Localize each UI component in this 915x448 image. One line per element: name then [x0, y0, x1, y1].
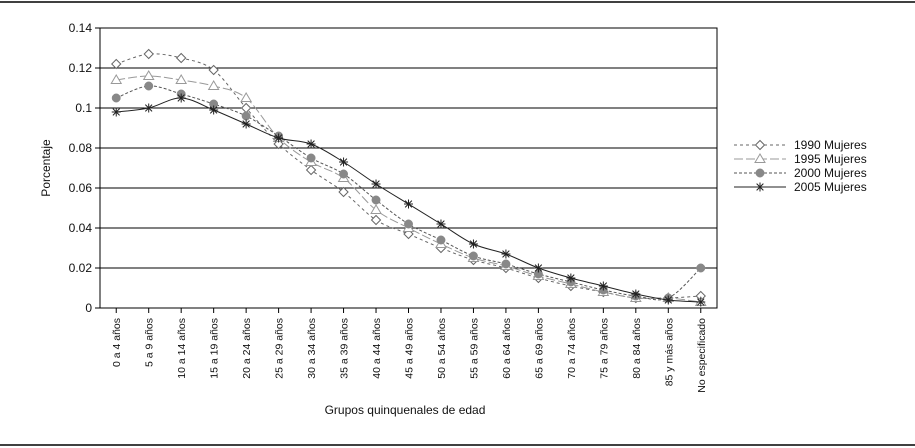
data-point — [663, 295, 673, 305]
x-category-label: 50 a 54 años — [436, 318, 448, 379]
x-category-label: 5 a 9 años — [144, 318, 156, 367]
plot-frame — [99, 27, 718, 309]
x-category-label: 40 a 44 años — [371, 318, 383, 379]
data-point — [371, 195, 381, 205]
x-axis-title: Grupos quinquenales de edad — [325, 403, 486, 417]
x-category-label: 0 a 4 años — [111, 318, 123, 367]
y-tick-label: 0.04 — [69, 221, 93, 235]
data-point — [306, 139, 316, 149]
data-point — [111, 93, 121, 103]
data-point — [110, 74, 123, 84]
data-point — [339, 157, 349, 167]
y-tick-label: 0.06 — [69, 181, 93, 195]
data-point — [468, 251, 478, 261]
data-point — [305, 164, 317, 176]
data-point — [207, 80, 220, 90]
data-point — [144, 103, 154, 113]
x-category-label: 15 a 19 años — [209, 318, 221, 379]
y-tick-label: 0.08 — [69, 141, 93, 155]
x-category-label: 80 a 84 años — [631, 318, 643, 379]
legend-label: 1995 Mujeres — [794, 152, 867, 166]
data-point — [404, 199, 413, 209]
x-category-label: 70 a 74 años — [566, 318, 578, 379]
data-point — [370, 204, 382, 214]
data-point — [598, 281, 608, 291]
x-category-label: 60 a 64 años — [501, 318, 513, 379]
data-point — [404, 219, 413, 229]
y-tick-label: 0.1 — [75, 101, 92, 115]
data-point — [501, 249, 511, 259]
legend-label: 1990 Mujeres — [794, 138, 867, 152]
series-3 — [111, 81, 706, 303]
legend-label: 2000 Mujeres — [794, 166, 867, 180]
data-point — [175, 52, 187, 64]
x-category-label: 65 a 69 años — [533, 318, 545, 379]
x-category-label: 25 a 29 años — [274, 318, 286, 379]
data-point — [208, 64, 219, 76]
series-line — [116, 53, 701, 300]
data-point — [370, 214, 382, 226]
data-point — [176, 93, 186, 103]
data-point — [306, 153, 316, 163]
legend-entry: 1990 Mujeres — [734, 138, 867, 152]
data-point — [533, 263, 543, 273]
plot-area — [110, 48, 707, 307]
legend-marker — [755, 168, 765, 178]
data-point — [144, 81, 154, 91]
x-axis-categories: 0 a 4 años 5 a 9 años 10 a 14 años 15 a 19 … — [111, 308, 708, 393]
legend-marker — [754, 139, 766, 151]
data-point — [111, 58, 122, 70]
legend-entry: 1995 Mujeres — [734, 152, 867, 166]
legend-entry: 2005 Mujeres — [734, 180, 867, 194]
x-category-label: No especificado — [696, 318, 708, 393]
y-axis-ticks: 0 0.02 0.04 0.06 0.08 0.1 0.12 0.14 — [69, 21, 100, 315]
grid — [100, 67, 717, 269]
x-category-label: 20 a 24 años — [241, 318, 253, 379]
legend-marker — [755, 182, 765, 192]
x-category-label: 30 a 34 años — [306, 318, 318, 379]
data-point — [696, 263, 706, 273]
x-category-label: 10 a 14 años — [176, 318, 188, 379]
x-category-label: 55 a 59 años — [468, 318, 480, 379]
y-tick-label: 0.02 — [69, 261, 93, 275]
x-category-label: 85 y más años — [663, 318, 675, 386]
legend-entry: 2000 Mujeres — [734, 166, 867, 180]
data-point — [696, 297, 706, 307]
data-point — [111, 107, 121, 117]
y-axis-title: Porcentaje — [39, 139, 53, 197]
data-point — [338, 186, 349, 198]
data-point — [241, 111, 251, 121]
data-point — [501, 259, 511, 269]
data-point — [143, 48, 154, 60]
data-point — [339, 169, 349, 179]
data-point — [631, 289, 641, 299]
y-tick-label: 0.14 — [69, 21, 93, 35]
y-tick-label: 0 — [85, 301, 92, 315]
data-point — [240, 92, 253, 102]
data-point — [436, 235, 446, 245]
y-tick-label: 0.12 — [69, 61, 93, 75]
data-point — [241, 119, 251, 129]
data-point — [274, 133, 284, 143]
x-category-label: 35 a 39 años — [339, 318, 351, 379]
legend-marker — [754, 153, 766, 163]
data-point — [566, 273, 576, 283]
x-category-label: 75 a 79 años — [598, 318, 610, 379]
x-category-label: 45 a 49 años — [404, 318, 416, 379]
series-4 — [111, 93, 706, 307]
data-point — [436, 219, 446, 229]
data-point — [175, 74, 188, 84]
data-point — [468, 239, 478, 249]
legend-label: 2005 Mujeres — [794, 180, 867, 194]
series-1 — [111, 48, 706, 304]
data-point — [209, 105, 219, 115]
data-point — [371, 179, 381, 189]
data-point — [142, 70, 155, 80]
